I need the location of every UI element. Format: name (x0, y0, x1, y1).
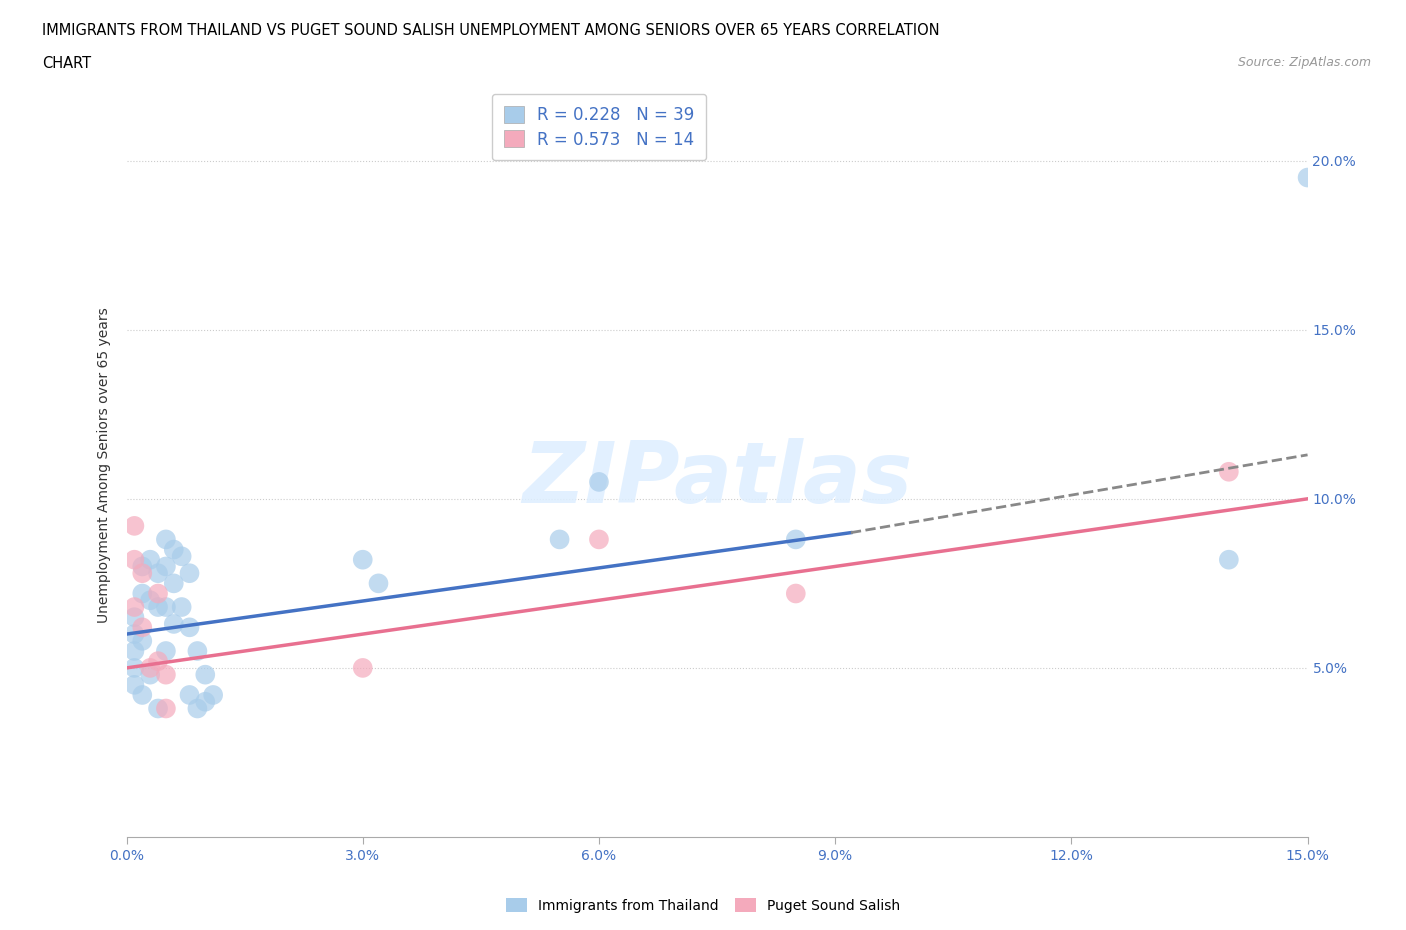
Point (163, 576, 186, 591)
Text: Source: ZipAtlas.com: Source: ZipAtlas.com (1237, 56, 1371, 69)
Point (1296, 170, 1319, 185)
Point (155, 559, 177, 574)
Point (352, 552, 374, 567)
Point (124, 660, 146, 675)
Point (179, 687, 201, 702)
Point (588, 532, 610, 547)
Point (131, 586, 153, 601)
Point (124, 677, 146, 692)
Point (124, 600, 146, 615)
Legend: R = 0.228   N = 39, R = 0.573   N = 14: R = 0.228 N = 39, R = 0.573 N = 14 (492, 94, 706, 160)
Point (163, 617, 186, 631)
Point (139, 660, 162, 675)
Legend: Immigrants from Thailand, Puget Sound Salish: Immigrants from Thailand, Puget Sound Sa… (501, 893, 905, 919)
Point (131, 620, 153, 635)
Point (548, 532, 571, 547)
Point (194, 667, 217, 682)
Point (155, 644, 177, 658)
Point (124, 644, 146, 658)
Point (785, 586, 807, 601)
Point (155, 532, 177, 547)
Point (194, 695, 217, 710)
Point (170, 549, 193, 564)
Point (588, 474, 610, 489)
Point (146, 654, 169, 669)
Point (155, 667, 177, 682)
Point (367, 576, 389, 591)
Point (131, 633, 153, 648)
Point (155, 600, 177, 615)
Point (170, 600, 193, 615)
Point (139, 667, 162, 682)
Point (785, 532, 807, 547)
Point (1218, 552, 1240, 567)
Point (131, 559, 153, 574)
Point (179, 620, 201, 635)
Point (146, 701, 169, 716)
Point (146, 586, 169, 601)
Point (131, 687, 153, 702)
Point (131, 565, 153, 580)
Point (163, 542, 186, 557)
Point (186, 644, 208, 658)
Point (124, 518, 146, 533)
Point (124, 552, 146, 567)
Point (146, 600, 169, 615)
Point (352, 660, 374, 675)
Point (139, 552, 162, 567)
Point (124, 627, 146, 642)
Point (155, 701, 177, 716)
Text: CHART: CHART (42, 56, 91, 71)
Point (179, 565, 201, 580)
Text: IMMIGRANTS FROM THAILAND VS PUGET SOUND SALISH UNEMPLOYMENT AMONG SENIORS OVER 6: IMMIGRANTS FROM THAILAND VS PUGET SOUND … (42, 23, 939, 38)
Point (186, 701, 208, 716)
Text: ZIPatlas: ZIPatlas (522, 438, 912, 522)
Point (202, 687, 225, 702)
Point (139, 592, 162, 607)
Point (124, 610, 146, 625)
Y-axis label: Unemployment Among Seniors over 65 years: Unemployment Among Seniors over 65 years (97, 307, 111, 623)
Point (1218, 464, 1240, 479)
Point (146, 565, 169, 580)
